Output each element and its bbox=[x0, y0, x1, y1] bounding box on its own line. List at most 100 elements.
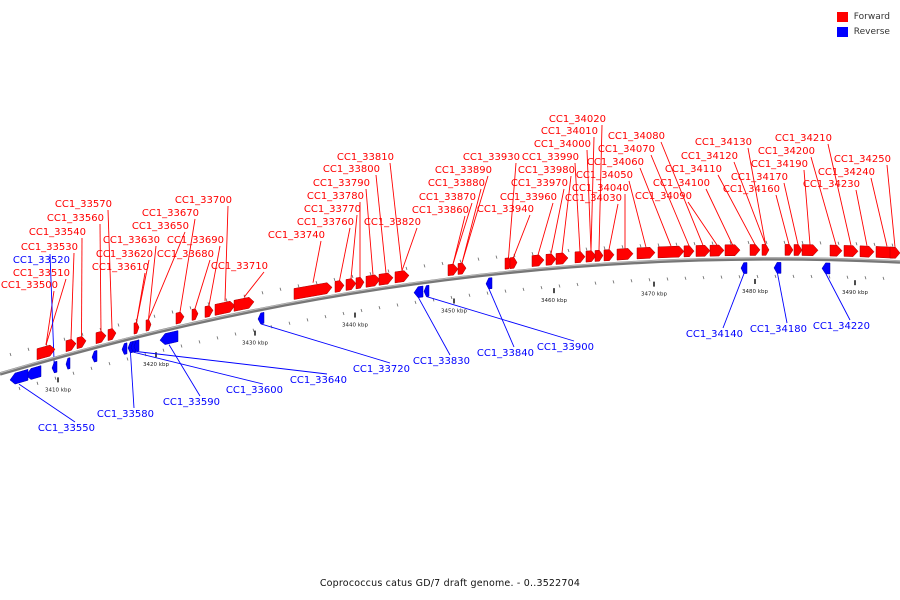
gene-arrow-cc1-33520[interactable] bbox=[51, 360, 58, 374]
gene-label-cc1-34160[interactable]: CC1_34160 bbox=[723, 184, 780, 195]
gene-arrow-fwd-9[interactable] bbox=[204, 305, 214, 318]
gene-label-cc1-33590[interactable]: CC1_33590 bbox=[163, 397, 220, 408]
gene-arrow-fwd-24[interactable] bbox=[545, 253, 557, 266]
gene-arrow-fwd-18[interactable] bbox=[394, 270, 410, 284]
gene-label-cc1-33600[interactable]: CC1_33600 bbox=[226, 385, 283, 396]
gene-label-cc1-33640[interactable]: CC1_33640 bbox=[290, 375, 347, 386]
gene-label-cc1-33560[interactable]: CC1_33560 bbox=[47, 213, 104, 224]
gene-arrow-cc1-33900[interactable] bbox=[423, 284, 430, 297]
gene-arrow-fwd-29[interactable] bbox=[603, 249, 615, 262]
gene-arrow-cc1-33590[interactable] bbox=[159, 330, 179, 345]
gene-label-cc1-33570[interactable]: CC1_33570 bbox=[55, 199, 112, 210]
gene-arrow-fwd-25[interactable] bbox=[555, 252, 569, 265]
gene-label-cc1-34110[interactable]: CC1_34110 bbox=[665, 164, 722, 175]
gene-arrow-fwd-4[interactable] bbox=[107, 328, 117, 341]
gene-label-cc1-33940[interactable]: CC1_33940 bbox=[477, 204, 534, 215]
gene-arrow-rev-extra-3[interactable] bbox=[25, 365, 42, 380]
gene-label-cc1-33930[interactable]: CC1_33930 bbox=[463, 152, 520, 163]
gene-arrow-fwd-0[interactable] bbox=[36, 344, 56, 361]
gene-label-cc1-34220[interactable]: CC1_34220 bbox=[813, 321, 870, 332]
gene-arrow-cc1-33830[interactable] bbox=[413, 285, 424, 298]
gene-label-cc1-33520[interactable]: CC1_33520 bbox=[13, 255, 70, 266]
gene-label-cc1-34190[interactable]: CC1_34190 bbox=[751, 159, 808, 170]
gene-arrow-cc1-33840[interactable] bbox=[485, 277, 493, 290]
gene-arrow-fwd-6[interactable] bbox=[145, 319, 152, 332]
gene-label-cc1-34090[interactable]: CC1_34090 bbox=[635, 191, 692, 202]
gene-label-cc1-33550[interactable]: CC1_33550 bbox=[38, 423, 95, 434]
gene-label-cc1-33860[interactable]: CC1_33860 bbox=[412, 205, 469, 216]
gene-label-cc1-34010[interactable]: CC1_34010 bbox=[541, 126, 598, 137]
gene-label-cc1-33580[interactable]: CC1_33580 bbox=[97, 409, 154, 420]
gene-label-cc1-34250[interactable]: CC1_34250 bbox=[834, 154, 891, 165]
gene-arrow-fwd-12[interactable] bbox=[293, 282, 333, 300]
gene-arrow-fwd-33[interactable] bbox=[683, 245, 695, 258]
gene-label-cc1-33840[interactable]: CC1_33840 bbox=[477, 348, 534, 359]
gene-arrow-fwd-40[interactable] bbox=[793, 244, 803, 256]
gene-arrow-fwd-31[interactable] bbox=[636, 247, 656, 260]
gene-arrow-fwd-15[interactable] bbox=[355, 276, 365, 290]
gene-label-cc1-33830[interactable]: CC1_33830 bbox=[413, 356, 470, 367]
gene-arrow-fwd-14[interactable] bbox=[345, 278, 357, 291]
gene-arrow-fwd-20[interactable] bbox=[457, 262, 467, 275]
gene-label-cc1-33780[interactable]: CC1_33780 bbox=[307, 191, 364, 202]
gene-arrow-fwd-23[interactable] bbox=[531, 254, 545, 267]
gene-arrow-fwd-38[interactable] bbox=[761, 244, 770, 256]
gene-label-cc1-33710[interactable]: CC1_33710 bbox=[211, 261, 268, 272]
gene-label-cc1-33900[interactable]: CC1_33900 bbox=[537, 342, 594, 353]
gene-label-cc1-33990[interactable]: CC1_33990 bbox=[522, 152, 579, 163]
gene-label-cc1-33510[interactable]: CC1_33510 bbox=[13, 268, 70, 279]
gene-label-cc1-34140[interactable]: CC1_34140 bbox=[686, 329, 743, 340]
gene-arrow-fwd-36[interactable] bbox=[724, 244, 741, 257]
gene-label-cc1-34000[interactable]: CC1_34000 bbox=[534, 139, 591, 150]
gene-label-cc1-34070[interactable]: CC1_34070 bbox=[598, 144, 655, 155]
gene-arrow-fwd-3[interactable] bbox=[95, 331, 107, 345]
gene-label-cc1-33970[interactable]: CC1_33970 bbox=[511, 178, 568, 189]
gene-arrow-cc1-33720[interactable] bbox=[257, 311, 265, 325]
gene-arrow-fwd-26[interactable] bbox=[574, 251, 586, 264]
gene-label-cc1-34230[interactable]: CC1_34230 bbox=[803, 179, 860, 190]
gene-label-cc1-33500[interactable]: CC1_33500 bbox=[1, 280, 58, 291]
gene-label-cc1-33980[interactable]: CC1_33980 bbox=[518, 165, 575, 176]
gene-arrow-cc1-34220[interactable] bbox=[821, 262, 831, 275]
gene-label-cc1-33650[interactable]: CC1_33650 bbox=[132, 221, 189, 232]
gene-label-cc1-34080[interactable]: CC1_34080 bbox=[608, 131, 665, 142]
gene-label-cc1-33760[interactable]: CC1_33760 bbox=[297, 217, 354, 228]
gene-arrow-rev-extra-1[interactable] bbox=[65, 357, 71, 370]
gene-label-cc1-33680[interactable]: CC1_33680 bbox=[157, 249, 214, 260]
gene-arrow-fwd-1[interactable] bbox=[65, 338, 77, 353]
gene-label-cc1-33870[interactable]: CC1_33870 bbox=[419, 192, 476, 203]
gene-label-cc1-33800[interactable]: CC1_33800 bbox=[323, 164, 380, 175]
gene-arrow-cc1-34140[interactable] bbox=[740, 262, 748, 274]
gene-arrow-cc1-34180[interactable] bbox=[773, 262, 782, 274]
gene-label-cc1-33630[interactable]: CC1_33630 bbox=[103, 235, 160, 246]
gene-arrow-fwd-42[interactable] bbox=[829, 244, 843, 257]
gene-label-cc1-34180[interactable]: CC1_34180 bbox=[750, 324, 807, 335]
gene-label-cc1-34050[interactable]: CC1_34050 bbox=[576, 170, 633, 181]
gene-label-cc1-33740[interactable]: CC1_33740 bbox=[268, 230, 325, 241]
gene-label-cc1-33700[interactable]: CC1_33700 bbox=[175, 195, 232, 206]
gene-label-cc1-34240[interactable]: CC1_34240 bbox=[818, 167, 875, 178]
gene-arrow-fwd-7[interactable] bbox=[175, 311, 185, 325]
gene-arrow-fwd-43[interactable] bbox=[843, 245, 859, 257]
gene-label-cc1-33790[interactable]: CC1_33790 bbox=[313, 178, 370, 189]
gene-arrow-fwd-22[interactable] bbox=[509, 257, 518, 269]
gene-arrow-fwd-11[interactable] bbox=[233, 297, 255, 312]
gene-label-cc1-34130[interactable]: CC1_34130 bbox=[695, 137, 752, 148]
gene-label-cc1-34040[interactable]: CC1_34040 bbox=[572, 183, 629, 194]
gene-label-cc1-33880[interactable]: CC1_33880 bbox=[428, 178, 485, 189]
gene-arrow-fwd-5[interactable] bbox=[133, 322, 140, 335]
gene-arrow-fwd-34[interactable] bbox=[695, 245, 711, 257]
gene-arrow-fwd-8[interactable] bbox=[191, 308, 199, 321]
gene-arrow-fwd-39[interactable] bbox=[784, 244, 794, 256]
gene-label-cc1-34200[interactable]: CC1_34200 bbox=[758, 146, 815, 157]
gene-arrow-fwd-32[interactable] bbox=[657, 245, 685, 259]
gene-arrow-fwd-16[interactable] bbox=[365, 274, 381, 288]
gene-label-cc1-33620[interactable]: CC1_33620 bbox=[96, 249, 153, 260]
gene-label-cc1-33890[interactable]: CC1_33890 bbox=[435, 165, 492, 176]
gene-arrow-fwd-46[interactable] bbox=[889, 246, 900, 259]
gene-arrow-fwd-19[interactable] bbox=[447, 263, 459, 276]
gene-label-cc1-33670[interactable]: CC1_33670 bbox=[142, 208, 199, 219]
gene-arrow-fwd-10[interactable] bbox=[214, 300, 236, 316]
gene-arrow-fwd-28[interactable] bbox=[594, 249, 604, 262]
gene-label-cc1-34210[interactable]: CC1_34210 bbox=[775, 133, 832, 144]
